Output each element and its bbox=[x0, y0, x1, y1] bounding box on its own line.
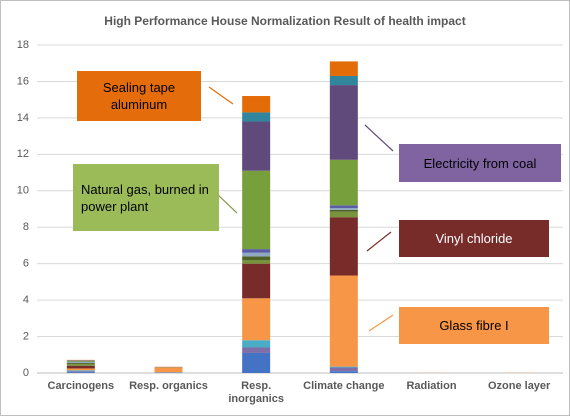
bar-segment bbox=[66, 360, 95, 362]
bar-segment bbox=[154, 367, 183, 373]
bar-segment bbox=[66, 362, 95, 364]
bar-segment bbox=[329, 75, 358, 86]
bar-segment bbox=[66, 362, 95, 363]
bar-segment bbox=[329, 208, 358, 210]
bar-segment bbox=[329, 85, 358, 160]
bar-segment bbox=[242, 249, 271, 253]
callout-line bbox=[366, 231, 392, 252]
bar-segment bbox=[329, 366, 358, 368]
bar-segment bbox=[242, 352, 271, 373]
bar-segment bbox=[242, 121, 271, 171]
bar-segment bbox=[242, 112, 271, 122]
y-tick-label: 6 bbox=[23, 258, 29, 270]
bar-segment bbox=[66, 370, 95, 372]
annotation-box: Sealing tape aluminum bbox=[77, 71, 201, 121]
bar-segment bbox=[242, 170, 271, 250]
callout-line bbox=[215, 192, 238, 214]
y-tick-label: 0 bbox=[23, 367, 29, 379]
callout-line bbox=[368, 314, 394, 332]
x-tick-label: Carcinogens bbox=[47, 380, 115, 392]
annotation-box: Vinyl chloride bbox=[399, 220, 549, 257]
annotation-box: Natural gas, burned in power plant bbox=[73, 164, 219, 231]
annotation-box: Glass fibre I bbox=[399, 307, 549, 344]
y-tick-label: 18 bbox=[17, 39, 29, 51]
bar-segment bbox=[242, 298, 271, 341]
bar-segment bbox=[329, 275, 358, 367]
callout-line bbox=[364, 124, 394, 152]
callout-lines bbox=[208, 86, 394, 332]
bar-segment bbox=[66, 371, 95, 373]
bar-segment bbox=[66, 365, 95, 369]
bar-segment bbox=[329, 159, 358, 206]
chart-title: High Performance House Normalization Res… bbox=[104, 14, 466, 28]
bar-segment bbox=[329, 211, 358, 218]
x-tick-label: Climate change bbox=[303, 380, 385, 392]
bar-segment bbox=[329, 209, 358, 212]
bar-segment bbox=[242, 340, 271, 348]
bar-segment bbox=[66, 363, 95, 366]
bar-segment bbox=[242, 263, 271, 299]
y-tick-label: 4 bbox=[23, 294, 29, 306]
x-tick-label: Radiation bbox=[406, 380, 457, 392]
callout-line bbox=[208, 86, 234, 105]
x-tick-label: Resp. inorganics bbox=[228, 380, 284, 405]
x-tick-label: Ozone layer bbox=[487, 380, 551, 392]
bar-segment bbox=[242, 260, 271, 264]
bar-segment bbox=[66, 368, 95, 371]
bar-segment bbox=[242, 96, 271, 113]
y-tick-label: 14 bbox=[17, 112, 29, 124]
bar-segment bbox=[242, 347, 271, 353]
y-tick-label: 8 bbox=[23, 221, 29, 233]
y-tick-label: 2 bbox=[23, 330, 29, 342]
y-tick-label: 16 bbox=[17, 75, 29, 87]
bar-segment bbox=[242, 252, 271, 257]
bar-segment bbox=[329, 205, 358, 209]
annotation-box: Electricity from coal bbox=[399, 144, 561, 182]
bar-segment bbox=[66, 372, 95, 373]
bar-segment bbox=[329, 217, 358, 276]
bar-segment bbox=[329, 61, 358, 76]
bar-segment bbox=[242, 256, 271, 261]
y-tick-label: 10 bbox=[17, 185, 29, 197]
x-tick-label: Resp. organics bbox=[129, 380, 208, 392]
bar-segment bbox=[329, 367, 358, 372]
y-tick-label: 12 bbox=[17, 148, 29, 160]
bar-segment bbox=[329, 371, 358, 373]
